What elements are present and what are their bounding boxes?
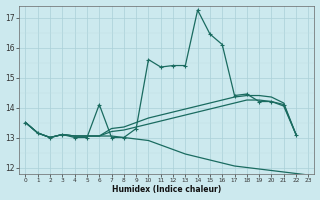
X-axis label: Humidex (Indice chaleur): Humidex (Indice chaleur) <box>112 185 221 194</box>
